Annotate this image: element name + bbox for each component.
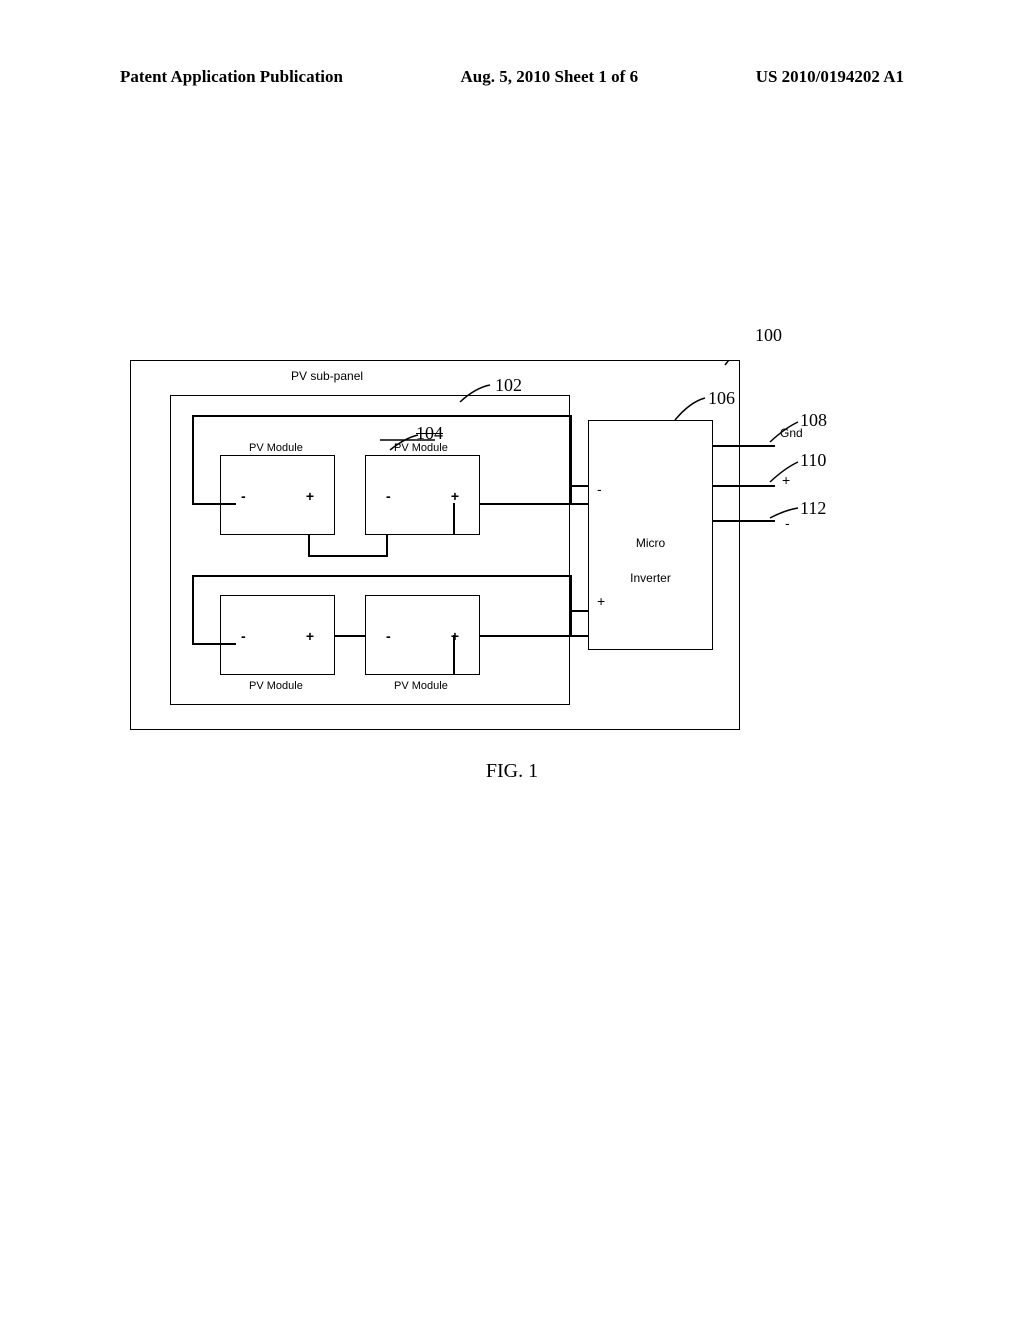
figure-label: FIG. 1 (0, 760, 1024, 783)
wire (335, 635, 365, 637)
plus-output: + (782, 472, 790, 488)
wire (480, 503, 588, 505)
wire (192, 415, 194, 505)
pv-module-label: PV Module (394, 680, 448, 692)
ref-106: 106 (708, 388, 735, 409)
page-header: Patent Application Publication Aug. 5, 2… (0, 67, 1024, 87)
wire (570, 485, 588, 487)
pv-module-1: PV Module - + (220, 455, 335, 535)
pv-module-label: PV Module (249, 442, 303, 454)
ref-108: 108 (800, 410, 827, 431)
header-center: Aug. 5, 2010 Sheet 1 of 6 (461, 67, 639, 87)
pv-module-3: - + PV Module (220, 595, 335, 675)
wire (308, 535, 310, 555)
wire (308, 555, 388, 557)
wire (453, 635, 455, 675)
minus-terminal: - (386, 488, 391, 504)
minus-output: - (785, 515, 790, 531)
pv-module-4: - + PV Module (365, 595, 480, 675)
inverter-label-1: Micro (589, 536, 712, 550)
wire (480, 635, 588, 637)
sub-panel-label: PV sub-panel (291, 369, 363, 383)
plus-terminal: + (306, 488, 314, 504)
plus-terminal: + (306, 628, 314, 644)
minus-terminal: - (241, 488, 246, 504)
diagram-area: PV sub-panel PV Module - + PV Module - +… (130, 360, 890, 730)
ref-112: 112 (800, 498, 826, 519)
inverter-minus: - (597, 481, 602, 497)
wire (713, 520, 775, 522)
ref-110: 110 (800, 450, 826, 471)
micro-inverter-box: - + Micro Inverter (588, 420, 713, 650)
wire (192, 575, 194, 645)
minus-terminal: - (386, 628, 391, 644)
wire (713, 485, 775, 487)
ref-102: 102 (495, 375, 522, 396)
wire (570, 415, 572, 505)
wire (386, 535, 388, 555)
wire (192, 575, 570, 577)
wire (570, 610, 588, 612)
header-left: Patent Application Publication (120, 67, 343, 87)
wire (192, 415, 570, 417)
header-right: US 2010/0194202 A1 (756, 67, 904, 87)
minus-terminal: - (241, 628, 246, 644)
wire (192, 643, 236, 645)
pv-module-label: PV Module (249, 680, 303, 692)
wire (570, 575, 572, 635)
ref-104: 104 (416, 423, 443, 444)
wire (453, 503, 455, 535)
wire (192, 503, 236, 505)
plus-terminal: + (451, 488, 459, 504)
pv-module-2: PV Module - + (365, 455, 480, 535)
inverter-label-2: Inverter (589, 571, 712, 585)
ref-100: 100 (755, 325, 782, 346)
wire (713, 445, 775, 447)
inverter-plus: + (597, 593, 605, 609)
